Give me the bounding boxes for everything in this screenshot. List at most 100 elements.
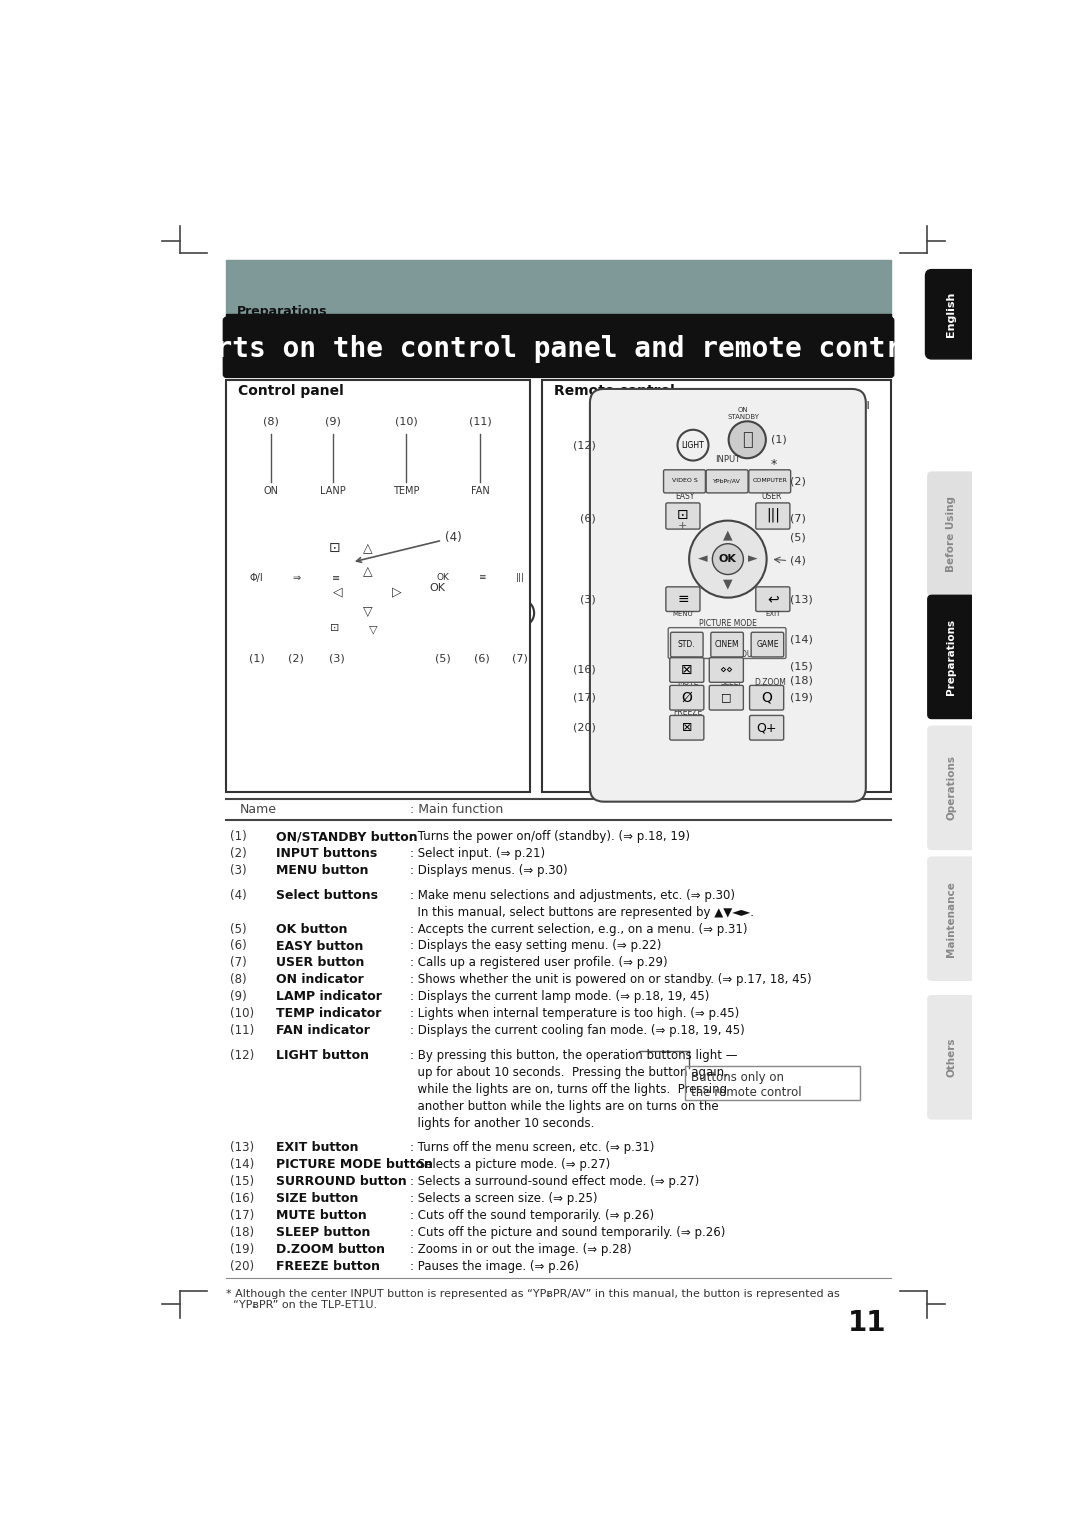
Text: Φ/I: Φ/I — [249, 573, 264, 582]
Text: (18): (18) — [230, 1225, 254, 1239]
Text: : Selects a surround-sound effect mode. (⇒ p.27): : Selects a surround-sound effect mode. … — [410, 1175, 700, 1189]
Text: ⊡: ⊡ — [330, 623, 339, 634]
Text: (10): (10) — [230, 1007, 254, 1021]
Text: USER: USER — [761, 492, 782, 501]
Text: (13): (13) — [789, 594, 812, 604]
Text: (15): (15) — [230, 1175, 254, 1189]
Text: ▲: ▲ — [724, 529, 732, 541]
Text: MUTE button: MUTE button — [276, 1209, 367, 1222]
Text: ⏻: ⏻ — [742, 431, 753, 449]
Text: ▷: ▷ — [392, 585, 402, 597]
Text: D.ZOOM: D.ZOOM — [755, 678, 786, 688]
Text: (1): (1) — [230, 830, 246, 843]
Text: LAMP indicator: LAMP indicator — [276, 990, 382, 1004]
Text: : Cuts off the sound temporarily. (⇒ p.26): : Cuts off the sound temporarily. (⇒ p.2… — [410, 1209, 654, 1222]
Text: while the lights are on, turns off the lights.  Pressing: while the lights are on, turns off the l… — [410, 1083, 727, 1096]
Text: In this manual, select buttons are represented by ▲▼◄►.: In this manual, select buttons are repre… — [410, 906, 754, 918]
Text: Preparations: Preparations — [238, 306, 328, 318]
Text: : Turns off the menu screen, etc. (⇒ p.31): : Turns off the menu screen, etc. (⇒ p.3… — [410, 1141, 654, 1154]
Text: SLEEP button: SLEEP button — [276, 1225, 370, 1239]
Text: : Turns the power on/off (standby). (⇒ p.18, 19): : Turns the power on/off (standby). (⇒ p… — [410, 830, 690, 843]
FancyBboxPatch shape — [748, 469, 791, 494]
Text: Preparations: Preparations — [946, 619, 956, 695]
Text: (4): (4) — [230, 889, 246, 902]
Text: (20): (20) — [573, 723, 596, 733]
FancyBboxPatch shape — [928, 726, 974, 850]
Text: (6): (6) — [580, 513, 596, 523]
Text: up for about 10 seconds.  Pressing the button again,: up for about 10 seconds. Pressing the bu… — [410, 1067, 728, 1079]
Text: lights for another 10 seconds.: lights for another 10 seconds. — [410, 1117, 594, 1129]
FancyBboxPatch shape — [756, 587, 789, 611]
Text: ON
STANDBY: ON STANDBY — [727, 406, 759, 420]
Text: (10): (10) — [395, 417, 418, 426]
Text: ON indicator: ON indicator — [276, 973, 364, 987]
FancyBboxPatch shape — [928, 472, 974, 596]
Text: (7): (7) — [512, 652, 528, 663]
Text: : Displays the current cooling fan mode. (⇒ p.18, 19, 45): : Displays the current cooling fan mode.… — [410, 1024, 745, 1038]
Text: ▼: ▼ — [724, 578, 732, 590]
Text: VIDEO S: VIDEO S — [672, 478, 698, 483]
Text: COMPUTER: COMPUTER — [753, 478, 787, 483]
Text: +: + — [678, 521, 688, 532]
Circle shape — [729, 422, 766, 458]
Text: : Selects a picture mode. (⇒ p.27): : Selects a picture mode. (⇒ p.27) — [410, 1158, 610, 1170]
FancyBboxPatch shape — [750, 686, 784, 711]
FancyBboxPatch shape — [666, 503, 700, 529]
Text: (3): (3) — [230, 863, 246, 877]
Text: : Make menu selections and adjustments, etc. (⇒ p.30): : Make menu selections and adjustments, … — [410, 889, 735, 902]
Text: D.ZOOM button: D.ZOOM button — [276, 1242, 386, 1256]
Text: (4): (4) — [789, 556, 806, 565]
Text: : Pauses the image. (⇒ p.26): : Pauses the image. (⇒ p.26) — [410, 1259, 579, 1273]
Circle shape — [689, 521, 767, 597]
Text: Q+: Q+ — [756, 721, 777, 735]
Text: : Displays the current lamp mode. (⇒ p.18, 19, 45): : Displays the current lamp mode. (⇒ p.1… — [410, 990, 710, 1004]
Text: OK: OK — [436, 573, 449, 582]
Text: INPUT buttons: INPUT buttons — [276, 847, 377, 860]
Text: : Displays menus. (⇒ p.30): : Displays menus. (⇒ p.30) — [410, 863, 568, 877]
Text: EXIT button: EXIT button — [276, 1141, 359, 1154]
FancyBboxPatch shape — [666, 587, 700, 611]
FancyBboxPatch shape — [670, 657, 704, 683]
FancyBboxPatch shape — [590, 390, 866, 802]
Text: EASY button: EASY button — [276, 940, 364, 952]
Text: SLEEP: SLEEP — [720, 678, 743, 688]
Text: : Shows whether the unit is powered on or standby. (⇒ p.17, 18, 45): : Shows whether the unit is powered on o… — [410, 973, 812, 987]
Text: (4): (4) — [356, 532, 462, 562]
FancyBboxPatch shape — [928, 596, 974, 718]
Text: (12): (12) — [230, 1048, 254, 1062]
Text: Operations: Operations — [946, 755, 956, 821]
Text: : Lights when internal temperature is too high. (⇒ p.45): : Lights when internal temperature is to… — [410, 1007, 740, 1021]
Text: : Displays the easy setting menu. (⇒ p.22): : Displays the easy setting menu. (⇒ p.2… — [410, 940, 661, 952]
Text: LIGHT button: LIGHT button — [276, 1048, 369, 1062]
Text: (2): (2) — [288, 652, 305, 663]
Text: SIZE: SIZE — [679, 651, 697, 659]
FancyBboxPatch shape — [756, 503, 789, 529]
FancyBboxPatch shape — [671, 633, 703, 657]
Text: SIZE button: SIZE button — [276, 1192, 359, 1206]
Text: △: △ — [363, 565, 373, 578]
Text: 11: 11 — [848, 1309, 887, 1337]
FancyBboxPatch shape — [224, 318, 894, 377]
Text: (1): (1) — [770, 435, 786, 445]
Text: Others: Others — [946, 1038, 956, 1077]
Text: (8): (8) — [262, 417, 279, 426]
Text: (5): (5) — [435, 652, 450, 663]
Text: Buttons only on
the remote control: Buttons only on the remote control — [691, 1071, 802, 1099]
Circle shape — [713, 544, 743, 575]
Text: EASY: EASY — [675, 492, 694, 501]
Text: Remote control: Remote control — [554, 384, 674, 397]
Text: (9): (9) — [230, 990, 246, 1004]
FancyBboxPatch shape — [670, 715, 704, 740]
Text: ≡: ≡ — [333, 573, 340, 582]
Text: (11): (11) — [469, 417, 491, 426]
Text: (9): (9) — [325, 417, 340, 426]
Text: ◁: ◁ — [334, 585, 342, 597]
Text: FREEZE: FREEZE — [673, 707, 702, 717]
Text: STD.: STD. — [678, 640, 696, 649]
Text: ▽: ▽ — [363, 605, 373, 617]
Text: EXIT: EXIT — [765, 611, 781, 617]
Text: FREEZE button: FREEZE button — [276, 1259, 380, 1273]
Text: MENU: MENU — [673, 611, 693, 617]
Text: TEMP: TEMP — [393, 486, 419, 497]
Text: ⊡: ⊡ — [329, 541, 341, 555]
